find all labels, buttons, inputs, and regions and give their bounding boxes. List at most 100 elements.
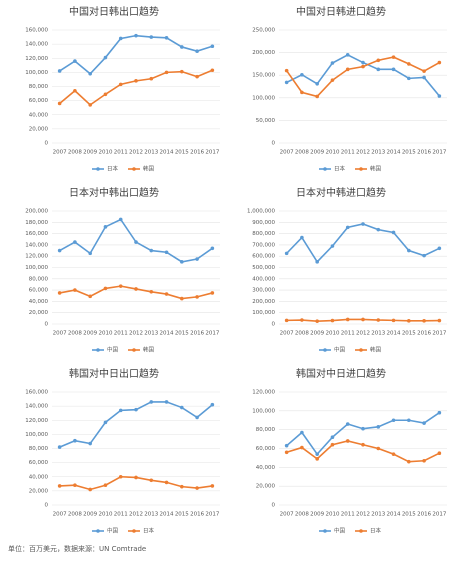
data-point xyxy=(330,442,335,447)
data-point xyxy=(422,319,426,323)
y-tick-label: 500,000 xyxy=(252,265,275,271)
data-point xyxy=(330,78,335,82)
y-tick-label: 50,000 xyxy=(256,118,276,124)
x-tick-label: 2007 xyxy=(280,331,294,337)
data-point xyxy=(361,442,365,447)
legend-label: 韩国 xyxy=(370,165,382,173)
y-tick-label: 0 xyxy=(272,503,276,509)
data-point xyxy=(284,251,289,256)
data-point xyxy=(134,287,138,291)
data-point xyxy=(407,418,411,423)
x-tick-label: 2010 xyxy=(98,331,112,337)
data-point xyxy=(391,55,396,59)
legend-label: 日本 xyxy=(143,527,155,535)
data-point xyxy=(315,94,319,99)
data-point xyxy=(437,318,442,323)
legend-marker xyxy=(132,167,136,171)
y-tick-label: 250,000 xyxy=(252,28,275,34)
data-point xyxy=(391,418,396,423)
data-point xyxy=(315,457,319,461)
data-point xyxy=(149,400,154,404)
legend-marker xyxy=(323,348,327,352)
y-tick-label: 700,000 xyxy=(252,242,275,248)
data-point xyxy=(210,68,215,73)
data-point xyxy=(73,59,77,63)
x-tick-label: 2016 xyxy=(190,512,204,518)
legend-label: 中国 xyxy=(107,346,119,354)
y-tick-label: 0 xyxy=(45,141,49,147)
x-tick-label: 2009 xyxy=(83,331,97,337)
x-tick-label: 2009 xyxy=(83,512,97,518)
data-point xyxy=(361,317,365,322)
x-tick-label: 2016 xyxy=(190,150,204,156)
legend-marker xyxy=(96,348,100,352)
data-point xyxy=(345,67,350,72)
data-point xyxy=(73,288,77,292)
x-tick-label: 2013 xyxy=(371,150,385,156)
data-point xyxy=(180,484,184,489)
x-tick-label: 2013 xyxy=(371,331,385,337)
data-point xyxy=(300,72,304,77)
y-tick-label: 60,000 xyxy=(256,446,276,452)
data-point xyxy=(73,88,77,93)
y-tick-label: 1,000,000 xyxy=(247,209,275,215)
legend-marker xyxy=(323,529,327,533)
chart-title: 日本对中韩进口趋势 xyxy=(296,186,386,199)
x-tick-label: 2016 xyxy=(417,150,431,156)
data-point xyxy=(300,90,304,95)
x-tick-label: 2007 xyxy=(280,512,294,518)
legend-label: 日本 xyxy=(107,165,119,173)
data-point xyxy=(300,318,304,322)
x-tick-label: 2009 xyxy=(83,150,97,156)
data-point xyxy=(164,292,169,296)
data-point xyxy=(57,248,62,253)
x-tick-label: 2014 xyxy=(387,331,401,337)
legend-marker xyxy=(96,167,100,171)
data-point xyxy=(315,81,319,86)
x-tick-label: 2007 xyxy=(280,150,294,156)
legend-label: 韩国 xyxy=(143,165,155,173)
data-point xyxy=(284,443,289,448)
data-point xyxy=(134,33,138,38)
legend-marker xyxy=(359,167,363,171)
x-tick-label: 2013 xyxy=(371,512,385,518)
x-tick-label: 2015 xyxy=(175,150,189,156)
data-point xyxy=(164,480,169,485)
data-point xyxy=(195,257,199,261)
data-point xyxy=(73,438,77,443)
x-tick-label: 2011 xyxy=(114,150,128,156)
x-tick-label: 2015 xyxy=(402,150,416,156)
y-tick-label: 20,000 xyxy=(29,126,49,132)
y-tick-label: 100,000 xyxy=(25,70,48,76)
y-tick-label: 300,000 xyxy=(252,288,275,294)
data-point xyxy=(330,318,335,323)
y-tick-label: 160,000 xyxy=(25,390,48,396)
data-point xyxy=(149,478,154,483)
y-tick-label: 150,000 xyxy=(252,73,275,79)
data-point xyxy=(422,69,426,73)
x-tick-label: 2014 xyxy=(160,150,174,156)
x-tick-label: 2008 xyxy=(68,150,82,156)
data-point xyxy=(391,318,396,323)
data-point xyxy=(376,227,381,232)
data-point xyxy=(345,422,350,426)
data-point xyxy=(164,250,169,255)
data-point xyxy=(195,74,199,79)
data-point xyxy=(422,458,426,463)
x-tick-label: 2012 xyxy=(129,331,143,337)
data-point xyxy=(422,75,426,80)
y-tick-label: 400,000 xyxy=(252,276,275,282)
data-point xyxy=(88,103,92,107)
data-point xyxy=(437,451,442,456)
legend-marker xyxy=(132,348,136,352)
data-point xyxy=(118,217,123,222)
y-tick-label: 0 xyxy=(45,503,49,509)
data-point xyxy=(118,284,123,288)
x-tick-label: 2017 xyxy=(205,331,219,337)
data-point xyxy=(376,67,381,72)
x-tick-label: 2010 xyxy=(325,331,339,337)
y-tick-label: 40,000 xyxy=(29,474,49,480)
x-tick-label: 2007 xyxy=(53,150,67,156)
data-point xyxy=(422,421,426,425)
